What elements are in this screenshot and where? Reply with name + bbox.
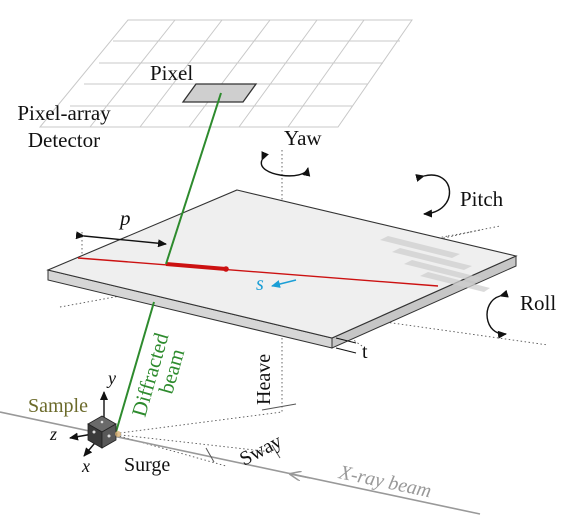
surge-label: Surge [124, 454, 170, 476]
pixel-label: Pixel [150, 61, 193, 85]
sway-label: Sway [236, 430, 286, 470]
s-arrow [271, 279, 297, 288]
s-label: s [256, 273, 264, 295]
axis-z-label: z [49, 424, 57, 444]
roll-label: Roll [520, 291, 556, 315]
detector-label-line1: Pixel-array [17, 101, 111, 125]
pitch-label: Pitch [460, 187, 504, 211]
xray-beam-label: X-ray beam [336, 461, 433, 502]
axis-y-label: y [106, 368, 116, 388]
sample-cube [87, 415, 121, 449]
roll-rotation-icon [486, 289, 509, 339]
scan-trace [77, 257, 439, 287]
pitch-rotation-icon [415, 174, 451, 218]
pixel-square [181, 83, 258, 103]
t-indicator [335, 337, 357, 354]
axis-x-label: x [81, 456, 90, 476]
yaw-label: Yaw [284, 126, 322, 150]
heave-label: Heave [253, 354, 275, 405]
t-label: t [362, 341, 368, 363]
p-dimension-arrow [75, 231, 167, 248]
surge-sway-ticks [205, 403, 297, 463]
yaw-rotation-icon [260, 151, 311, 177]
trace-point [223, 266, 229, 272]
scan-trace-thick [165, 262, 227, 271]
diffracted-beam-line [165, 92, 222, 265]
p-label: p [118, 206, 131, 230]
sample-label: Sample [28, 395, 88, 417]
detector-label-line2: Detector [28, 128, 100, 152]
xray-beam-line [0, 411, 481, 515]
xray-beam-arrow [290, 474, 311, 478]
diffracted-beam-lower [115, 301, 155, 433]
plate-reflection [380, 236, 490, 292]
